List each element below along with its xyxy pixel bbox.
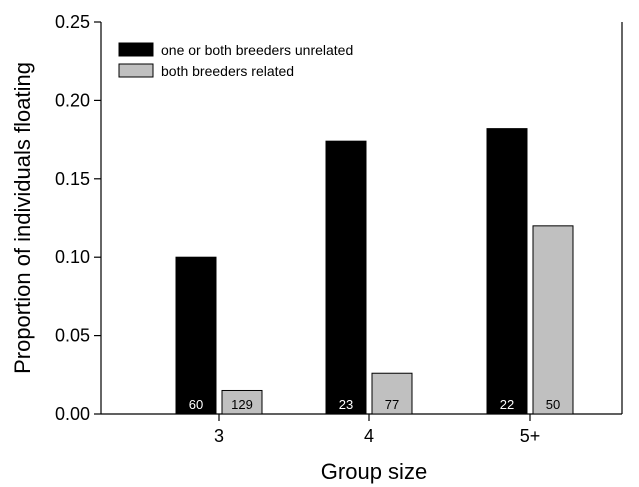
y-tick-label: 0.15 [55, 169, 90, 189]
legend-label-unrelated: one or both breeders unrelated [161, 42, 353, 58]
bar-related [221, 389, 263, 415]
sample-size-label: 23 [339, 397, 353, 412]
sample-size-label: 50 [546, 397, 560, 412]
y-ticks: 0.00 0.05 0.10 0.15 0.20 0.25 [55, 12, 101, 424]
x-axis-title: Group size [321, 459, 427, 484]
bar-related [371, 372, 413, 415]
legend: one or both breeders unrelated both bree… [118, 42, 353, 79]
y-tick-label: 0.00 [55, 404, 90, 424]
y-tick-label: 0.20 [55, 90, 90, 110]
bar-unrelated [175, 256, 217, 415]
sample-size-label: 129 [231, 397, 253, 412]
y-tick-label: 0.25 [55, 12, 90, 32]
y-tick-label: 0.10 [55, 247, 90, 267]
x-ticks: 3 4 5+ [214, 414, 540, 446]
sample-size-labels: 60 129 23 77 22 50 [189, 397, 560, 412]
x-tick-label: 5+ [520, 426, 541, 446]
sample-size-label: 22 [500, 397, 514, 412]
bar-related [532, 225, 574, 415]
y-axis-title: Proportion of individuals floating [10, 62, 35, 374]
sample-size-label: 77 [385, 397, 399, 412]
x-tick-label: 4 [364, 426, 374, 446]
bar-unrelated [325, 140, 367, 415]
y-tick-label: 0.05 [55, 326, 90, 346]
legend-swatch-unrelated [118, 42, 154, 57]
bar-unrelated [486, 128, 528, 415]
legend-swatch-related [118, 63, 154, 78]
bars [175, 128, 574, 415]
legend-label-related: both breeders related [161, 63, 294, 79]
x-tick-label: 3 [214, 426, 224, 446]
sample-size-label: 60 [189, 397, 203, 412]
